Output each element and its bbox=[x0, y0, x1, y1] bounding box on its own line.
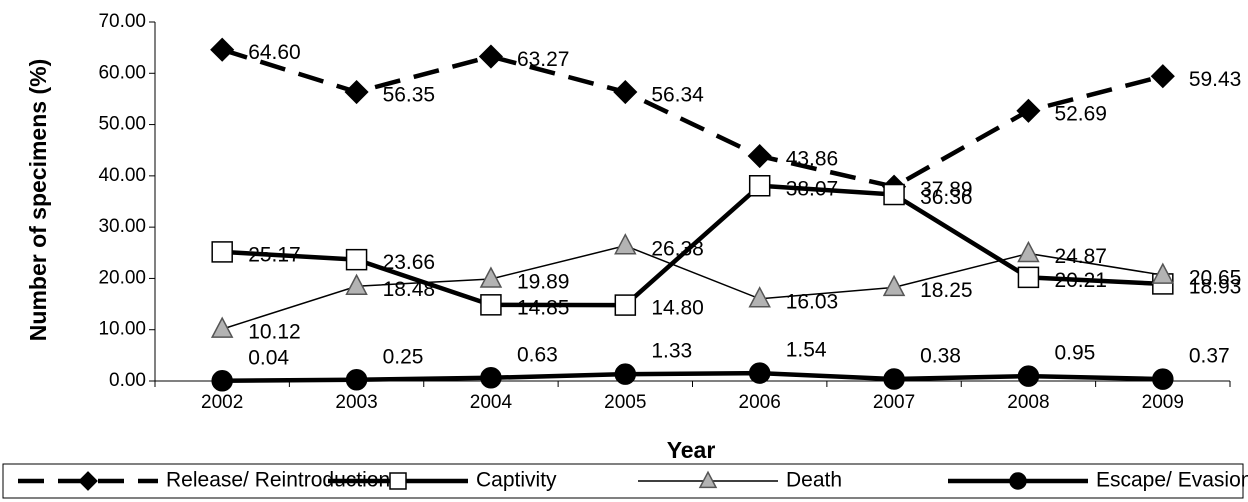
marker bbox=[614, 294, 637, 316]
marker bbox=[1009, 472, 1027, 490]
marker bbox=[1016, 98, 1041, 123]
data-label: 37.89 bbox=[920, 178, 973, 201]
data-label: 26.38 bbox=[651, 237, 704, 260]
marker bbox=[1152, 368, 1174, 390]
x-tick-label: 2005 bbox=[604, 392, 646, 413]
series-line bbox=[222, 370, 1163, 384]
marker bbox=[614, 363, 637, 385]
y-tick-label: 60.00 bbox=[98, 62, 146, 83]
legend-label: Escape/ Evasion bbox=[1096, 469, 1248, 492]
data-label: 0.04 bbox=[248, 346, 289, 369]
x-tick-label: 2003 bbox=[335, 392, 377, 413]
data-label: 0.95 bbox=[1054, 342, 1095, 365]
data-label: 18.93 bbox=[1189, 275, 1242, 298]
legend-label: Death bbox=[786, 469, 842, 492]
data-label: 0.63 bbox=[517, 343, 558, 366]
marker bbox=[480, 367, 502, 389]
y-tick-label: 30.00 bbox=[98, 216, 146, 237]
marker bbox=[389, 472, 407, 490]
marker bbox=[345, 273, 368, 295]
marker bbox=[210, 37, 235, 62]
data-label: 0.25 bbox=[383, 345, 424, 368]
data-label: 20.21 bbox=[1054, 269, 1107, 292]
marker bbox=[1017, 240, 1040, 263]
marker bbox=[882, 274, 906, 297]
x-tick-label: 2004 bbox=[470, 392, 513, 413]
data-label: 14.80 bbox=[651, 297, 704, 320]
data-label: 63.27 bbox=[517, 48, 570, 71]
marker bbox=[211, 241, 233, 263]
data-label: 1.33 bbox=[651, 340, 692, 363]
data-label: 0.38 bbox=[920, 345, 961, 368]
marker bbox=[211, 370, 233, 392]
marker bbox=[478, 44, 503, 69]
data-label: 56.35 bbox=[383, 84, 436, 107]
data-label: 38.07 bbox=[786, 177, 839, 200]
data-label: 52.69 bbox=[1054, 102, 1107, 125]
marker bbox=[614, 233, 637, 255]
x-tick-label: 2008 bbox=[1007, 392, 1049, 413]
series-line bbox=[222, 183, 1163, 308]
marker bbox=[78, 471, 98, 491]
data-label: 20.65 bbox=[1189, 267, 1242, 290]
marker bbox=[747, 144, 772, 169]
data-label: 59.43 bbox=[1189, 68, 1242, 91]
y-tick-label: 70.00 bbox=[98, 11, 146, 32]
x-axis-title: Year bbox=[667, 437, 716, 463]
marker bbox=[883, 368, 905, 390]
y-tick-label: 20.00 bbox=[98, 267, 146, 288]
marker bbox=[1017, 365, 1040, 387]
data-label: 23.66 bbox=[383, 251, 436, 274]
data-label: 18.25 bbox=[920, 279, 973, 302]
y-tick-label: 10.00 bbox=[98, 319, 146, 340]
marker bbox=[479, 266, 503, 288]
marker bbox=[345, 248, 368, 271]
marker bbox=[1150, 64, 1175, 89]
data-label: 0.37 bbox=[1189, 345, 1230, 368]
y-axis-title: Number of specimens (%) bbox=[25, 59, 51, 341]
marker bbox=[748, 362, 771, 384]
y-tick-label: 0.00 bbox=[109, 370, 146, 391]
y-tick-label: 50.00 bbox=[98, 114, 146, 135]
data-label: 14.85 bbox=[517, 296, 570, 319]
data-label: 24.87 bbox=[1054, 245, 1107, 268]
y-tick-label: 40.00 bbox=[98, 165, 146, 186]
marker bbox=[480, 294, 502, 316]
legend-label: Release/ Reintroduction bbox=[166, 469, 390, 492]
data-label: 56.34 bbox=[651, 84, 704, 107]
data-label: 36.36 bbox=[920, 186, 973, 209]
marker bbox=[1017, 266, 1040, 289]
x-tick-label: 2006 bbox=[739, 392, 781, 413]
legend: Release/ Reintroduction Captivity Death Esc… bbox=[18, 469, 1248, 492]
data-label: 19.89 bbox=[517, 271, 570, 294]
marker bbox=[344, 79, 369, 105]
legend-label: Captivity bbox=[476, 469, 557, 492]
marker bbox=[210, 316, 234, 338]
data-label: 10.12 bbox=[248, 321, 301, 344]
data-label: 25.17 bbox=[248, 243, 301, 266]
x-tick-label: 2007 bbox=[873, 392, 915, 413]
marker bbox=[748, 286, 771, 308]
data-label: 1.54 bbox=[786, 339, 827, 362]
marker bbox=[748, 175, 771, 197]
marker bbox=[345, 368, 368, 391]
data-label: 43.86 bbox=[786, 148, 839, 171]
x-tick-label: 2009 bbox=[1142, 392, 1184, 413]
x-tick-label: 2002 bbox=[201, 392, 243, 413]
marker bbox=[883, 183, 905, 206]
marker bbox=[613, 79, 638, 105]
marker bbox=[698, 470, 718, 489]
series-line bbox=[221, 47, 1164, 190]
data-label: 18.48 bbox=[383, 278, 436, 301]
data-label: 64.60 bbox=[248, 41, 301, 64]
data-label: 16.03 bbox=[786, 290, 839, 313]
series-line bbox=[221, 244, 1163, 330]
marker bbox=[1151, 262, 1175, 284]
